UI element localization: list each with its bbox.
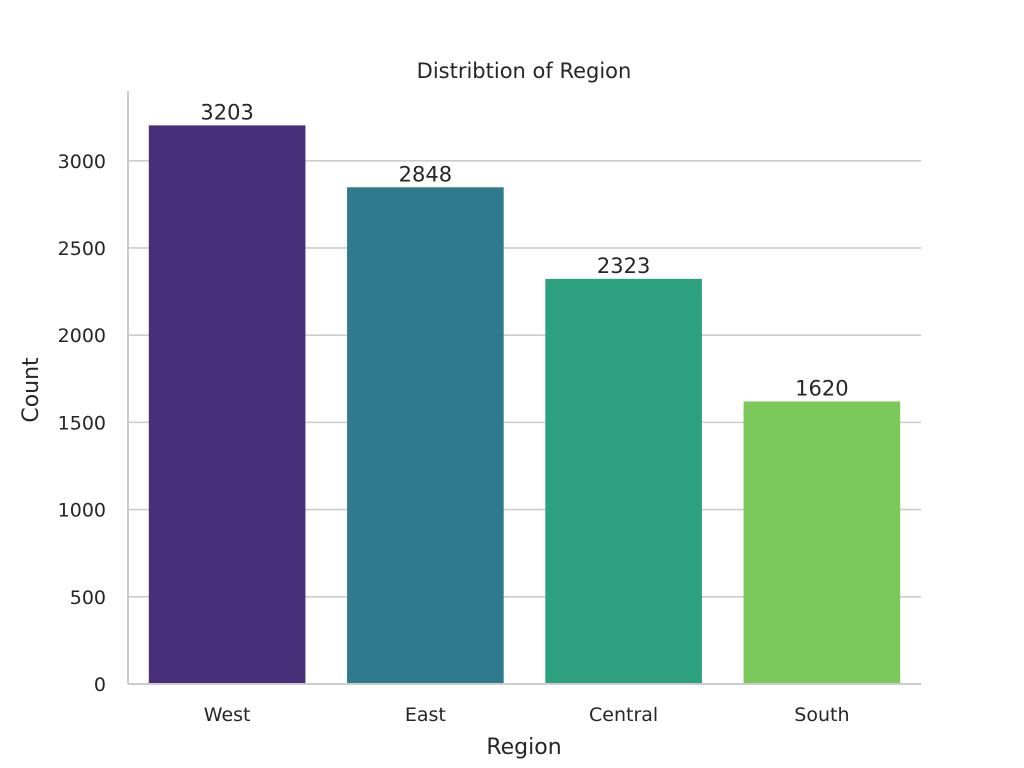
data-label-west: 3203 [200, 100, 253, 124]
x-tick-labels: West East Central South [204, 704, 850, 726]
data-labels: 3203 2848 2323 1620 [200, 100, 848, 400]
bar-west [148, 125, 306, 684]
bar-east [347, 187, 504, 684]
data-label-central: 2323 [597, 254, 650, 278]
x-tick-label-central: Central [589, 704, 658, 726]
y-tick-label: 2500 [58, 238, 106, 260]
bar-south [743, 401, 901, 684]
x-tick-label-east: East [405, 704, 446, 726]
y-tick-label: 1000 [58, 500, 106, 522]
y-tick-label: 500 [70, 587, 106, 609]
x-axis-label: Region [486, 735, 561, 760]
bars [148, 125, 901, 684]
bar-central [545, 278, 702, 684]
chart-title: Distribtion of Region [417, 59, 632, 83]
x-tick-label-south: South [794, 704, 849, 726]
x-tick-label-west: West [204, 704, 251, 726]
y-tick-label: 1500 [58, 412, 106, 434]
y-tick-label: 2000 [58, 325, 106, 347]
y-axis-label: Count [19, 357, 44, 423]
data-label-east: 2848 [399, 162, 452, 186]
y-tick-label: 0 [94, 674, 106, 696]
y-tick-labels: 0 500 1000 1500 2000 2500 3000 [58, 151, 106, 696]
data-label-south: 1620 [795, 376, 848, 400]
y-tick-label: 3000 [58, 151, 106, 173]
